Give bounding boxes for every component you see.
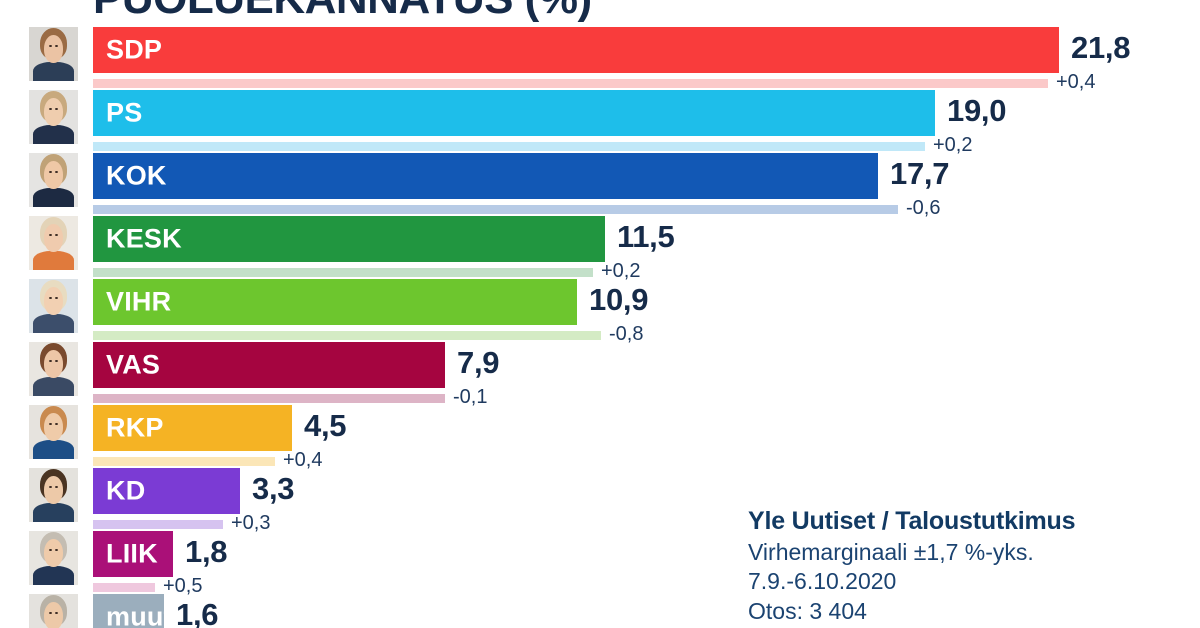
party-label: PS [106,97,143,128]
party-label: KD [106,475,146,506]
change-label: +0,4 [1056,71,1096,93]
party-leader-portrait [29,27,78,81]
footer-block: Yle Uutiset / Taloustutkimus Virhemargin… [748,505,1076,627]
change-bar-vihr [93,331,601,340]
value-label: 1,8 [185,534,228,569]
change-label: +0,4 [283,449,323,471]
party-label: LIIK [106,538,158,569]
bar-kok: KOK [93,153,878,199]
page-title: PUOLUEKANNATUS (%) [93,0,592,24]
party-leader-portrait [29,90,78,144]
margin-of-error: Virhemarginaali ±1,7 %-yks. [748,538,1034,565]
party-label: KOK [106,160,167,191]
party-label: VIHR [106,286,172,317]
change-bar-liik [93,583,155,592]
party-label: VAS [106,349,161,380]
bar-kd: KD [93,468,240,514]
bar-vihr: VIHR [93,279,577,325]
change-bar-vas [93,394,445,403]
change-bar-kesk [93,268,593,277]
sample-size: Otos: 3 404 [748,598,867,625]
change-label: -0,6 [906,197,941,219]
party-leader-portrait [29,279,78,333]
value-label: 1,6 [176,597,219,628]
party-leader-portrait [29,531,78,585]
change-label: +0,2 [601,260,641,282]
party-leader-portrait [29,153,78,207]
bar-rkp: RKP [93,405,292,451]
bar-liik: LIIK [93,531,173,577]
change-label: +0,2 [933,134,973,156]
party-label: KESK [106,223,182,254]
change-bar-ps [93,142,925,151]
bar-vas: VAS [93,342,445,388]
party-leader-portrait [29,594,78,628]
party-label: SDP [106,34,163,65]
bar-sdp: SDP [93,27,1059,73]
party-leader-portrait [29,216,78,270]
value-label: 3,3 [252,471,295,506]
change-bar-kok [93,205,898,214]
source-title: Yle Uutiset / Taloustutkimus [748,507,1076,535]
bar-muut: muut [93,594,173,628]
value-label: 19,0 [947,93,1007,128]
value-label: 4,5 [304,408,347,443]
survey-period: 7.9.-6.10.2020 [748,568,897,595]
bar-ps: PS [93,90,935,136]
change-label: -0,8 [609,323,644,345]
change-bar-kd [93,520,223,529]
value-label: 11,5 [617,219,675,254]
change-label: +0,5 [163,575,203,597]
change-bar-sdp [93,79,1048,88]
change-label: +0,3 [231,512,271,534]
change-bar-rkp [93,457,275,466]
value-label: 17,7 [890,156,950,191]
bar-kesk: KESK [93,216,605,262]
change-label: -0,1 [453,386,488,408]
value-label: 21,8 [1071,30,1131,65]
value-label: 7,9 [457,345,500,380]
party-label: muut [106,601,173,628]
party-leader-portrait [29,405,78,459]
party-leader-portrait [29,468,78,522]
value-label: 10,9 [589,282,649,317]
party-leader-portrait [29,342,78,396]
party-label: RKP [106,412,164,443]
